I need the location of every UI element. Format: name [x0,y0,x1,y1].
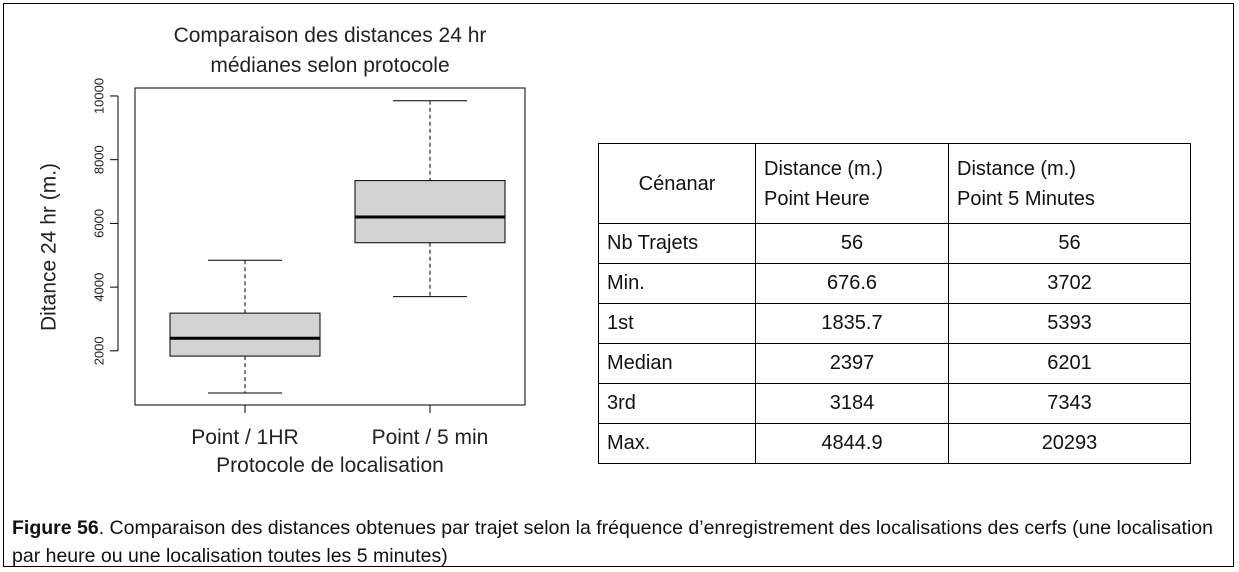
x-tick-label: Point / 1HR [191,426,298,449]
figure-frame [3,3,1234,567]
table-row: Max. 4844.9 20293 [598,423,1191,464]
table-cell: 56 [948,223,1191,264]
table-cell: 1st [598,303,756,344]
header-cell: Distance (m.) Point Heure [755,143,949,224]
header-line: Distance (m.) [764,157,883,180]
table-cell: 2397 [755,343,949,384]
table-row: Min. 676.6 3702 [598,263,1191,304]
table-cell: 676.6 [755,263,949,304]
table-cell: 3702 [948,263,1191,304]
caption: Figure 56. Comparaison des distances obt… [12,514,1232,570]
chart-title: Comparaison des distances 24 hr [174,24,487,47]
caption-label: Figure 56 [12,517,99,539]
boxplot-chart: Comparaison des distances 24 hr médianes … [38,24,526,477]
table-cell: Min. [598,263,756,304]
table-cell: Nb Trajets [598,223,756,264]
header-cell: Cénanar [598,143,756,224]
y-tick-label: 2000 [91,336,106,365]
header-row: Cénanar Distance (m.) Point Heure Distance … [598,143,1191,224]
table-cell: Max. [598,423,756,464]
header-line: Distance (m.) [957,157,1076,180]
table-cell: 20293 [948,423,1191,464]
table-cell: 3rd [598,383,756,424]
table-cell: 6201 [948,343,1191,384]
header-cell: Distance (m.) Point 5 Minutes [948,143,1191,224]
table-row: 3rd 3184 7343 [598,383,1191,424]
y-tick-label: 10000 [91,78,106,114]
header-line: Point 5 Minutes [957,187,1095,210]
y-tick-label: 6000 [91,209,106,238]
y-tick-label: 8000 [91,145,106,174]
y-axis-label: Ditance 24 hr (m.) [38,163,61,331]
table-row: 1st 1835.7 5393 [598,303,1191,344]
caption-text: . Comparaison des distances obtenues par… [12,517,1213,567]
table-row: Median 2397 6201 [598,343,1191,384]
table-cell: 3184 [755,383,949,424]
table-row: Nb Trajets 56 56 [598,223,1191,264]
header-line: Point Heure [764,187,870,210]
plot-frame [134,87,526,406]
stats-table: Cénanar Distance (m.) Point Heure Distance … [598,143,1191,464]
x-axis-label: Protocole de localisation [216,454,444,477]
table-cell: 56 [755,223,949,264]
box [169,312,321,357]
table-cell: 4844.9 [755,423,949,464]
box [354,180,506,244]
y-tick-label: 4000 [91,273,106,302]
table-cell: Median [598,343,756,384]
header-line: Cénanar [638,172,716,195]
chart-title: médianes selon protocole [210,54,449,77]
x-tick-label: Point / 5 min [372,426,489,449]
table-cell: 7343 [948,383,1191,424]
table-cell: 1835.7 [755,303,949,344]
table-cell: 5393 [948,303,1191,344]
